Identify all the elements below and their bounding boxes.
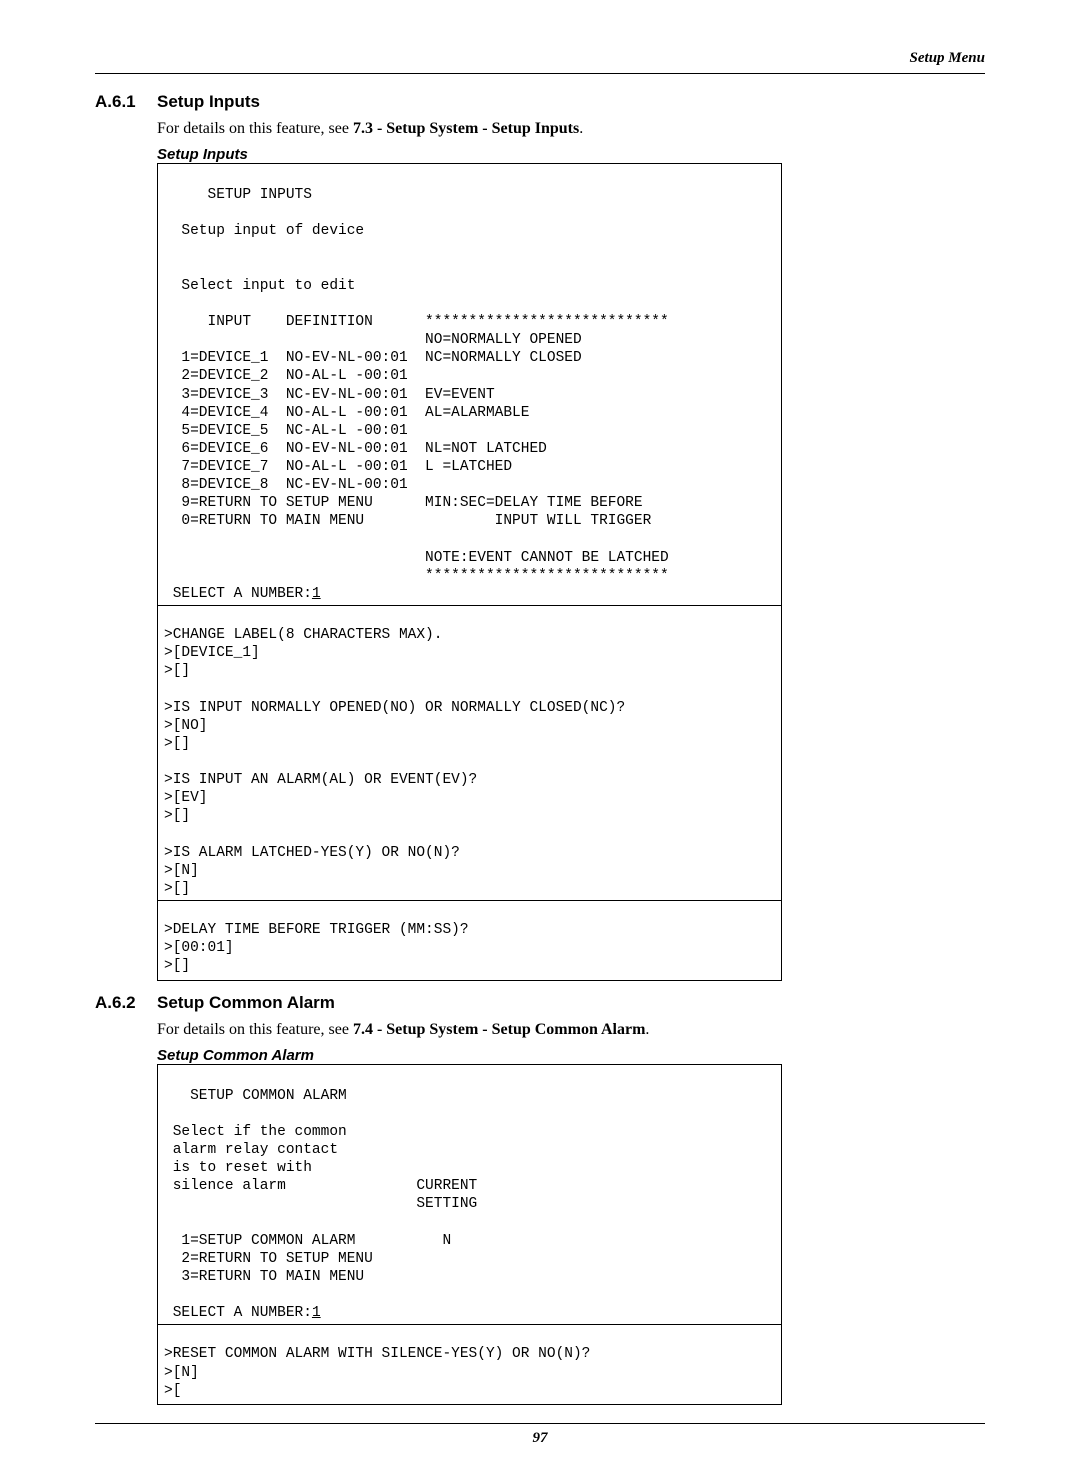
t1-line-d6: 6=DEVICE_6 NO-EV-NL-00:01 NL=NOT LATCHED: [164, 441, 547, 457]
t1-q1c: >[]: [164, 663, 190, 679]
t1-line-stars: ****************************: [164, 568, 669, 584]
section-1-intro-bold: 7.3 - Setup System - Setup Inputs: [353, 120, 579, 137]
t1-line-d7: 7=DEVICE_7 NO-AL-L -00:01 L =LATCHED: [164, 459, 512, 475]
section-2-intro-prefix: For details on this feature, see: [157, 1021, 353, 1038]
t1-q4c: >[]: [164, 881, 190, 897]
section-1-number: A.6.1: [95, 92, 157, 112]
t1-q4a: >IS ALARM LATCHED-YES(Y) OR NO(N)?: [164, 845, 460, 861]
t1-line-note: NOTE:EVENT CANNOT BE LATCHED: [164, 550, 669, 566]
t1-line-no: NO=NORMALLY OPENED: [164, 332, 582, 348]
t1-q2b: >[NO]: [164, 718, 208, 734]
t1-line-d9: 9=RETURN TO SETUP MENU MIN:SEC=DELAY TIM…: [164, 495, 643, 511]
t2-l4: is to reset with: [164, 1160, 312, 1176]
t1-line-d1: 1=DEVICE_1 NO-EV-NL-00:01 NC=NORMALLY CL…: [164, 350, 582, 366]
page-footer: 97: [95, 1423, 985, 1447]
t1-line-d3: 3=DEVICE_3 NC-EV-NL-00:01 EV=EVENT: [164, 387, 495, 403]
t2-q1c: >[: [164, 1383, 181, 1399]
section-1-intro-prefix: For details on this feature, see: [157, 120, 353, 137]
t1-line-hdr: INPUT DEFINITION ***********************…: [164, 314, 669, 330]
section-2-intro-bold: 7.4 - Setup System - Setup Common Alarm: [353, 1021, 645, 1038]
setup-inputs-terminal: SETUP INPUTS Setup input of device Selec…: [157, 163, 782, 981]
section-2-intro: For details on this feature, see 7.4 - S…: [157, 1021, 985, 1039]
section-2-header: A.6.2 Setup Common Alarm: [95, 993, 985, 1013]
t1-q5c: >[]: [164, 958, 190, 974]
t1-q2a: >IS INPUT NORMALLY OPENED(NO) OR NORMALL…: [164, 700, 625, 716]
t2-l1: SETUP COMMON ALARM: [164, 1088, 347, 1104]
setup-common-alarm-box-title: Setup Common Alarm: [157, 1047, 985, 1064]
t2-l8: 2=RETURN TO SETUP MENU: [164, 1251, 373, 1267]
t1-sel-val: 1: [312, 586, 321, 602]
t1-line-select-input: Select input to edit: [164, 278, 355, 294]
t1-line-d2: 2=DEVICE_2 NO-AL-L -00:01: [164, 368, 408, 384]
t2-l5: silence alarm CURRENT: [164, 1178, 477, 1194]
t2-sel-val: 1: [312, 1305, 321, 1321]
setup-common-alarm-terminal: SETUP COMMON ALARM Select if the common …: [157, 1064, 782, 1405]
section-1-intro: For details on this feature, see 7.3 - S…: [157, 120, 985, 138]
t2-q1a: >RESET COMMON ALARM WITH SILENCE-YES(Y) …: [164, 1346, 590, 1362]
section-2-title: Setup Common Alarm: [157, 993, 985, 1013]
setup-inputs-box-title: Setup Inputs: [157, 146, 985, 163]
t2-sel-pre: SELECT A NUMBER:: [164, 1305, 312, 1321]
t1-q3a: >IS INPUT AN ALARM(AL) OR EVENT(EV)?: [164, 772, 477, 788]
t1-line-d5: 5=DEVICE_5 NC-AL-L -00:01: [164, 423, 408, 439]
t2-l6: SETTING: [164, 1196, 477, 1212]
t2-l7: 1=SETUP COMMON ALARM N: [164, 1233, 451, 1249]
section-2-number: A.6.2: [95, 993, 157, 1013]
section-1-header: A.6.1 Setup Inputs: [95, 92, 985, 112]
t1-q2c: >[]: [164, 736, 190, 752]
page-number: 97: [533, 1430, 548, 1446]
t2-l9: 3=RETURN TO MAIN MENU: [164, 1269, 364, 1285]
divider-3: [158, 1324, 781, 1325]
t2-q1b: >[N]: [164, 1365, 199, 1381]
t1-line-d0: 0=RETURN TO MAIN MENU INPUT WILL TRIGGER: [164, 513, 651, 529]
t2-l3: alarm relay contact: [164, 1142, 338, 1158]
t1-q5a: >DELAY TIME BEFORE TRIGGER (MM:SS)?: [164, 922, 469, 938]
t1-line-d8: 8=DEVICE_8 NC-EV-NL-00:01: [164, 477, 408, 493]
header-right-text: Setup Menu: [910, 50, 985, 66]
t1-line-setup: SETUP INPUTS: [164, 187, 312, 203]
t1-q1b: >[DEVICE_1]: [164, 645, 260, 661]
t2-l2: Select if the common: [164, 1124, 347, 1140]
t1-q3c: >[]: [164, 808, 190, 824]
t1-q4b: >[N]: [164, 863, 199, 879]
t1-line-setup-input: Setup input of device: [164, 223, 364, 239]
t1-sel-pre: SELECT A NUMBER:: [164, 586, 312, 602]
t1-line-d4: 4=DEVICE_4 NO-AL-L -00:01 AL=ALARMABLE: [164, 405, 529, 421]
section-1-title: Setup Inputs: [157, 92, 985, 112]
divider-1: [158, 605, 781, 606]
t1-q1a: >CHANGE LABEL(8 CHARACTERS MAX).: [164, 627, 442, 643]
page-header: Setup Menu: [95, 50, 985, 74]
t1-q5b: >[00:01]: [164, 940, 234, 956]
section-2-intro-suffix: .: [645, 1021, 649, 1038]
divider-2: [158, 900, 781, 901]
t1-q3b: >[EV]: [164, 790, 208, 806]
section-1-intro-suffix: .: [579, 120, 583, 137]
page-container: Setup Menu A.6.1 Setup Inputs For detail…: [0, 0, 1080, 1482]
